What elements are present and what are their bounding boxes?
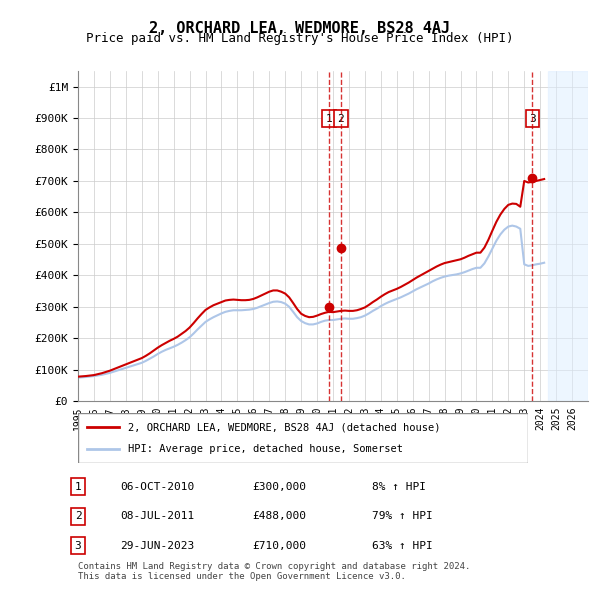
Text: 79% ↑ HPI: 79% ↑ HPI bbox=[372, 512, 433, 521]
FancyBboxPatch shape bbox=[78, 413, 528, 463]
Text: £300,000: £300,000 bbox=[252, 482, 306, 491]
Text: 8% ↑ HPI: 8% ↑ HPI bbox=[372, 482, 426, 491]
Text: £710,000: £710,000 bbox=[252, 541, 306, 550]
Text: 2: 2 bbox=[338, 114, 344, 124]
Text: HPI: Average price, detached house, Somerset: HPI: Average price, detached house, Some… bbox=[128, 444, 403, 454]
Text: 08-JUL-2011: 08-JUL-2011 bbox=[120, 512, 194, 521]
Text: Price paid vs. HM Land Registry's House Price Index (HPI): Price paid vs. HM Land Registry's House … bbox=[86, 32, 514, 45]
Text: 29-JUN-2023: 29-JUN-2023 bbox=[120, 541, 194, 550]
Text: Contains HM Land Registry data © Crown copyright and database right 2024.
This d: Contains HM Land Registry data © Crown c… bbox=[78, 562, 470, 581]
Bar bbox=[548, 71, 588, 401]
Text: 1: 1 bbox=[74, 482, 82, 491]
Text: 06-OCT-2010: 06-OCT-2010 bbox=[120, 482, 194, 491]
Text: 2, ORCHARD LEA, WEDMORE, BS28 4AJ: 2, ORCHARD LEA, WEDMORE, BS28 4AJ bbox=[149, 21, 451, 35]
Text: 2: 2 bbox=[74, 512, 82, 521]
Text: £488,000: £488,000 bbox=[252, 512, 306, 521]
Text: 63% ↑ HPI: 63% ↑ HPI bbox=[372, 541, 433, 550]
Text: 1: 1 bbox=[326, 114, 332, 124]
Text: 2, ORCHARD LEA, WEDMORE, BS28 4AJ (detached house): 2, ORCHARD LEA, WEDMORE, BS28 4AJ (detac… bbox=[128, 422, 440, 432]
Text: 3: 3 bbox=[529, 114, 536, 124]
Text: 3: 3 bbox=[74, 541, 82, 550]
